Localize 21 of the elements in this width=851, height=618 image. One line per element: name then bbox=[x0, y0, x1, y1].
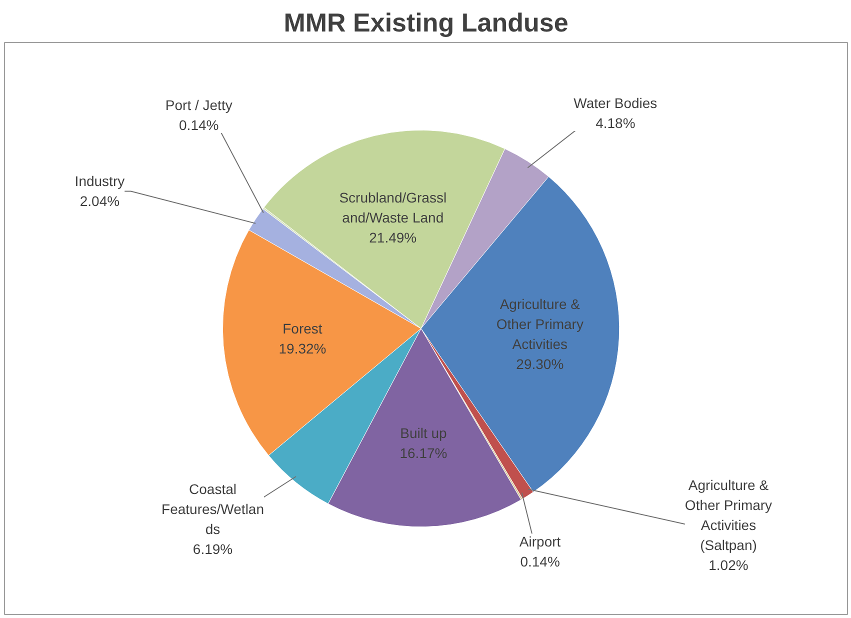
slice-label: Coastal Features/Wetlan ds bbox=[162, 481, 264, 538]
data-label: 0.14% bbox=[179, 116, 219, 133]
data-label: 2.04% bbox=[80, 193, 120, 210]
data-label: 6.19% bbox=[192, 541, 233, 558]
slice-label: Water Bodies bbox=[574, 95, 658, 112]
slice-label: Agriculture & Other Primary Activities (Saltpan) bbox=[684, 476, 772, 553]
data-label: 4.18% bbox=[596, 115, 636, 132]
data-label: 19.32% bbox=[278, 340, 326, 356]
data-label: 1.02% bbox=[708, 556, 748, 573]
slice-label: Scrubland/Grassl and/Waste Land bbox=[339, 189, 447, 226]
data-label: 21.49% bbox=[369, 229, 417, 246]
data-label: 0.14% bbox=[520, 554, 560, 570]
slice-label: Port / Jetty bbox=[165, 96, 232, 113]
data-label: 29.30% bbox=[516, 356, 564, 372]
data-label: 16.17% bbox=[400, 444, 448, 461]
chart-title: MMR Existing Landuse bbox=[284, 8, 568, 38]
slice-label: Forest bbox=[282, 320, 322, 336]
slice-label: Agriculture & Other Primary Activities bbox=[496, 296, 584, 352]
slice-label: Airport bbox=[519, 534, 561, 550]
slice-label: Industry bbox=[74, 173, 125, 190]
slice-label: Built up bbox=[400, 424, 448, 441]
